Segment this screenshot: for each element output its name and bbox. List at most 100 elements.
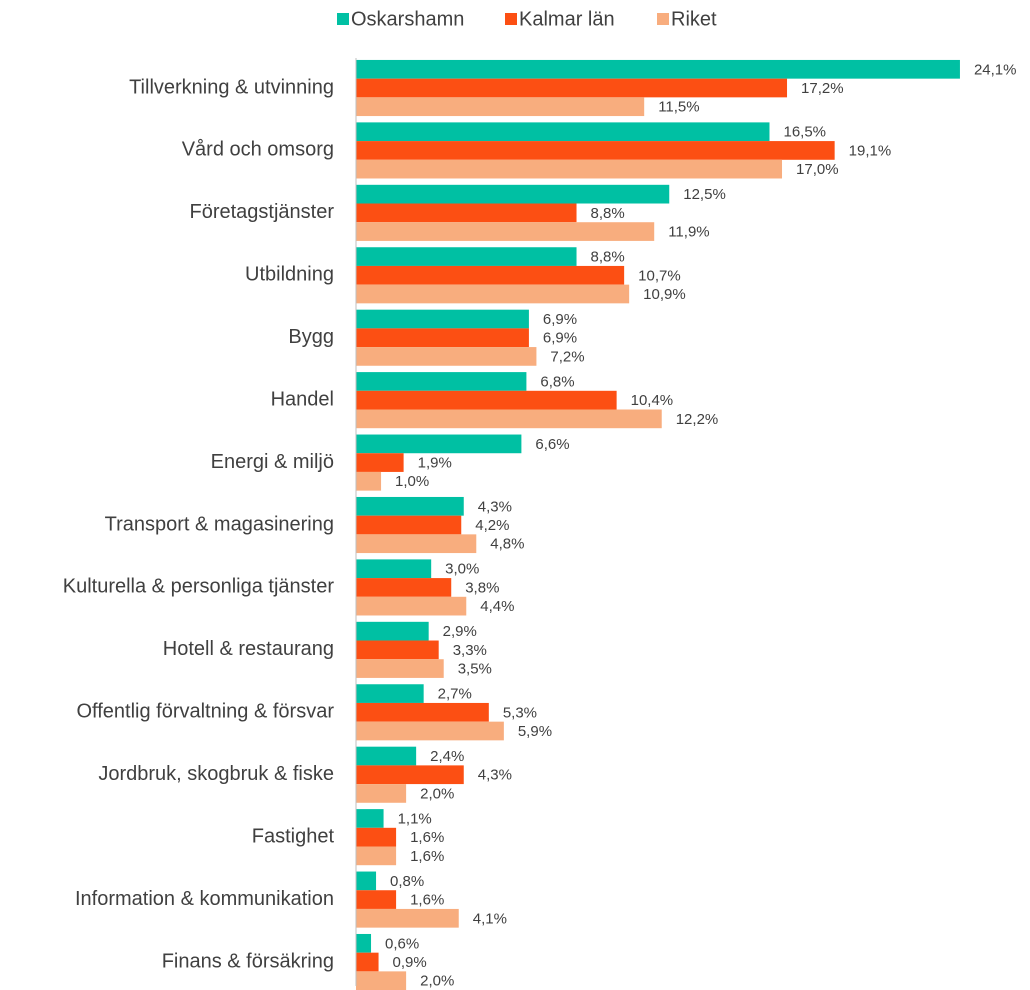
value-label: 11,9%: [668, 224, 709, 241]
category-label: Företagstjänster: [189, 201, 334, 223]
bar: [356, 78, 788, 98]
category-label: Fastighet: [252, 825, 335, 847]
bar: [356, 846, 397, 866]
bar: [356, 203, 577, 223]
bar: [356, 908, 459, 928]
value-label: 1,9%: [418, 455, 452, 472]
bar: [356, 222, 655, 241]
legend-swatch: [657, 13, 669, 25]
bar: [356, 621, 429, 641]
value-label: 4,4%: [480, 598, 514, 615]
value-label: 6,9%: [543, 311, 577, 328]
bar: [356, 684, 424, 703]
category-label: Transport & magasinering: [105, 513, 334, 535]
category-label: Tillverkning & utvinning: [129, 76, 334, 98]
value-label: 0,9%: [393, 954, 427, 971]
bar: [356, 247, 577, 266]
bar: [356, 952, 379, 972]
bar: [356, 933, 372, 953]
value-label: 6,8%: [540, 373, 574, 390]
bar: [356, 534, 477, 554]
value-label: 1,6%: [410, 892, 444, 909]
value-label: 12,2%: [676, 411, 719, 428]
bar: [356, 390, 617, 410]
value-label: 24,1%: [974, 61, 1017, 78]
value-label: 4,2%: [475, 517, 509, 534]
value-label: 3,3%: [453, 642, 487, 659]
bar: [356, 578, 452, 597]
bar: [356, 97, 645, 117]
bar: [356, 659, 444, 678]
bar: [356, 141, 835, 160]
bar: [356, 559, 432, 579]
legend-label: Kalmar län: [519, 8, 615, 30]
bar: [356, 515, 462, 535]
value-label: 7,2%: [550, 348, 584, 365]
value-label: 4,3%: [478, 498, 512, 515]
category-label: Kulturella & personliga tjänster: [63, 576, 335, 598]
bar: [356, 184, 670, 204]
bar: [356, 372, 527, 391]
legend-label: Riket: [671, 8, 717, 30]
bar: [356, 347, 537, 366]
bar: [356, 434, 522, 454]
bar: [356, 309, 529, 329]
bar: [356, 702, 489, 722]
bar: [356, 784, 407, 803]
category-label: Energi & miljö: [211, 451, 334, 473]
category-label: Bygg: [288, 326, 334, 348]
value-label: 4,1%: [473, 910, 507, 927]
category-label: Offentlig förvaltning & försvar: [76, 701, 334, 723]
bar: [356, 328, 529, 348]
bar: [356, 971, 407, 990]
bar: [356, 596, 467, 616]
value-label: 10,4%: [631, 392, 674, 409]
value-label: 2,4%: [430, 748, 464, 765]
bar: [356, 496, 464, 516]
category-label: Hotell & restaurang: [163, 638, 334, 660]
bar: [356, 471, 382, 491]
value-label: 3,0%: [445, 561, 479, 578]
value-label: 0,6%: [385, 935, 419, 952]
category-label: Utbildning: [245, 264, 334, 286]
value-label: 17,0%: [796, 161, 839, 178]
legend-swatch: [337, 13, 349, 25]
bar: [356, 453, 404, 472]
value-label: 8,8%: [591, 249, 625, 266]
legend-label: Oskarshamn: [351, 8, 464, 30]
plot-area: Tillverkning & utvinning 24,1% 17,2% 11,5% V…: [63, 59, 1017, 990]
value-label: 10,9%: [643, 286, 686, 303]
value-label: 16,5%: [783, 124, 826, 141]
value-label: 1,1%: [398, 810, 432, 827]
value-label: 1,6%: [410, 848, 444, 865]
legend-swatch: [505, 13, 517, 25]
bar: [356, 284, 630, 304]
value-label: 6,9%: [543, 330, 577, 347]
bar: [356, 721, 504, 741]
bar: [356, 640, 439, 660]
category-label: Handel: [271, 388, 334, 410]
value-label: 5,3%: [503, 704, 537, 721]
value-label: 2,7%: [438, 686, 472, 703]
bar: [356, 765, 464, 785]
value-label: 6,6%: [535, 436, 569, 453]
category-label: Information & kommunikation: [75, 888, 334, 910]
value-label: 1,0%: [395, 473, 429, 490]
value-label: 4,3%: [478, 767, 512, 784]
bar: [356, 122, 770, 142]
category-label: Vård och omsorg: [182, 139, 334, 161]
value-label: 3,5%: [458, 661, 492, 678]
value-label: 11,5%: [658, 99, 699, 116]
value-label: 17,2%: [801, 80, 844, 97]
value-label: 2,0%: [420, 785, 454, 802]
category-label: Finans & försäkring: [162, 950, 334, 972]
bar: [356, 746, 417, 766]
bar: [356, 59, 960, 79]
bar: [356, 890, 397, 909]
value-label: 19,1%: [849, 142, 892, 159]
value-label: 3,8%: [465, 579, 499, 596]
value-label: 1,6%: [410, 829, 444, 846]
value-label: 12,5%: [683, 186, 726, 203]
value-label: 2,9%: [443, 623, 477, 640]
